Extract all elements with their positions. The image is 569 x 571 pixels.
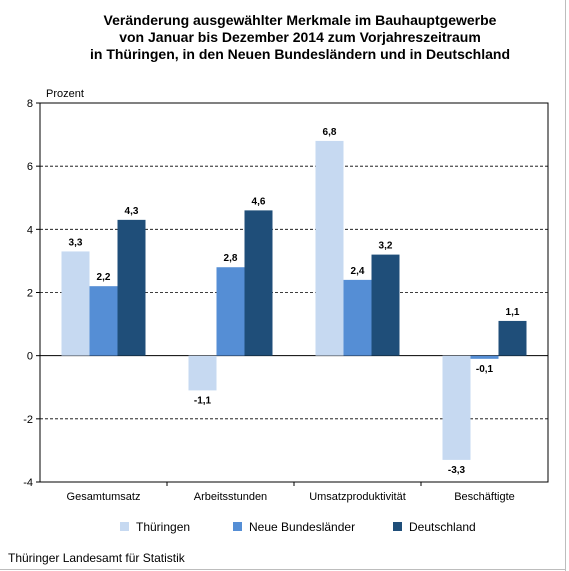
bar <box>188 355 217 391</box>
y-axis-label: Prozent <box>46 88 84 100</box>
x-tick-label: Gesamtumsatz <box>67 491 141 503</box>
data-label: 1,1 <box>506 307 520 318</box>
source-note: Thüringer Landesamt für Statistik <box>8 551 185 565</box>
x-tick-label: Umsatzproduktivität <box>309 491 406 503</box>
legend-label: Neue Bundesländer <box>249 520 355 534</box>
bar <box>498 320 527 356</box>
bar <box>117 219 146 356</box>
chart-title-line: in Thüringen, in den Neuen Bundesländern… <box>89 46 510 62</box>
x-tick-label: Arbeitsstunden <box>194 491 267 503</box>
data-label: 2,2 <box>97 272 111 283</box>
y-tick-label: 0 <box>27 351 33 363</box>
frame-border-bottom <box>0 569 566 570</box>
chart-title-line: von Januar bis Dezember 2014 zum Vorjahr… <box>119 29 481 45</box>
bar <box>470 355 499 359</box>
data-label: -0,1 <box>476 364 494 375</box>
legend-label: Thüringen <box>136 520 190 534</box>
x-tick-label: Beschäftigte <box>454 491 515 503</box>
bar <box>244 210 273 356</box>
bar <box>61 251 90 356</box>
y-tick-label: -4 <box>23 477 33 489</box>
bar <box>343 279 372 356</box>
y-tick-label: 2 <box>27 288 33 300</box>
legend-swatch <box>120 522 129 531</box>
frame-border-right <box>565 0 566 571</box>
bar <box>442 355 471 460</box>
data-label: 3,2 <box>379 241 393 252</box>
y-tick-label: 8 <box>27 98 33 110</box>
data-label: 2,8 <box>224 253 238 264</box>
data-label: 2,4 <box>351 266 365 277</box>
data-label: -3,3 <box>448 465 466 476</box>
legend-swatch <box>393 522 402 531</box>
bar <box>216 267 245 356</box>
data-label: 6,8 <box>323 127 337 138</box>
legend-label: Deutschland <box>409 520 476 534</box>
bar <box>315 140 344 356</box>
legend-swatch <box>233 522 242 531</box>
bar <box>371 254 400 356</box>
y-tick-label: 4 <box>27 224 33 236</box>
chart-title-line: Veränderung ausgewählter Merkmale im Bau… <box>103 12 497 28</box>
chart-title: Veränderung ausgewählter Merkmale im Bau… <box>60 12 540 63</box>
data-label: 4,3 <box>125 206 139 217</box>
y-tick-label: -2 <box>23 414 33 426</box>
data-label: 4,6 <box>252 196 266 207</box>
bar <box>89 286 118 356</box>
y-tick-label: 6 <box>27 161 33 173</box>
data-label: 3,3 <box>69 237 83 248</box>
data-label: -1,1 <box>194 395 212 406</box>
